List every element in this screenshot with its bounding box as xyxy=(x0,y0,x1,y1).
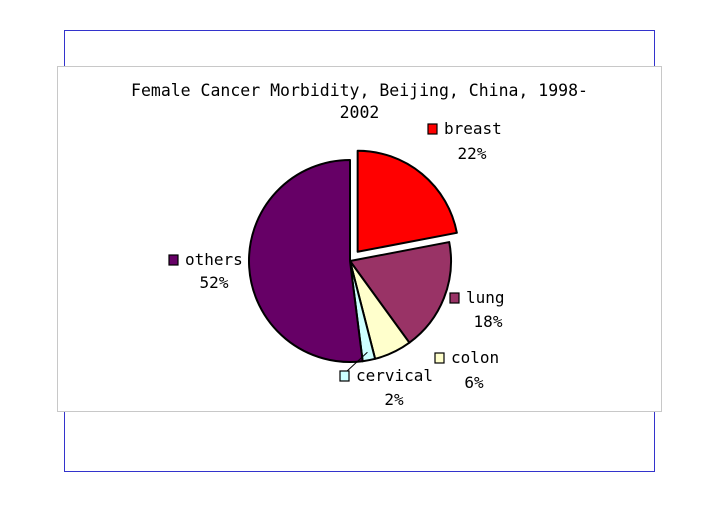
slice-label-others: others 52% xyxy=(168,250,243,292)
legend-swatch-breast xyxy=(427,123,438,135)
slice-label-lung: lung 18% xyxy=(449,288,505,331)
slice-percent-cervical: 2% xyxy=(384,390,404,409)
slice-percent-colon: 6% xyxy=(464,373,484,392)
slice-name-breast: breast xyxy=(444,119,502,138)
chart-title-line-2: 2002 xyxy=(339,103,380,122)
legend-swatch-colon xyxy=(434,352,445,364)
pie-chart: breast 22% lung 18% colon 6% cervical 2% others 5… xyxy=(168,119,505,409)
chart-panel: Female Cancer Morbidity, Beijing, China,… xyxy=(57,66,662,412)
chart-title-line-1: Female Cancer Morbidity, Beijing, China,… xyxy=(131,81,588,100)
slice-name-colon: colon xyxy=(451,348,499,367)
pie-slices xyxy=(248,149,458,363)
slice-percent-breast: 22% xyxy=(458,144,487,163)
pie-slice-others xyxy=(248,159,364,363)
cervical-leader-line xyxy=(345,351,368,373)
slice-name-cervical: cervical xyxy=(356,366,433,385)
slice-label-breast: breast 22% xyxy=(427,119,502,163)
chart-title: Female Cancer Morbidity, Beijing, China,… xyxy=(58,80,661,124)
legend-swatch-lung xyxy=(449,292,460,304)
slice-name-others: others xyxy=(185,250,243,269)
slice-percent-lung: 18% xyxy=(474,312,503,331)
pie-slice-breast xyxy=(356,149,458,253)
legend-swatch-cervical xyxy=(339,370,350,382)
legend-swatch-others xyxy=(168,254,179,266)
slice-name-lung: lung xyxy=(466,288,505,307)
slice-label-cervical: cervical 2% xyxy=(339,366,433,409)
slice-percent-others: 52% xyxy=(200,273,229,292)
slice-label-colon: colon 6% xyxy=(434,348,499,392)
pie-slice-lung xyxy=(349,241,452,344)
